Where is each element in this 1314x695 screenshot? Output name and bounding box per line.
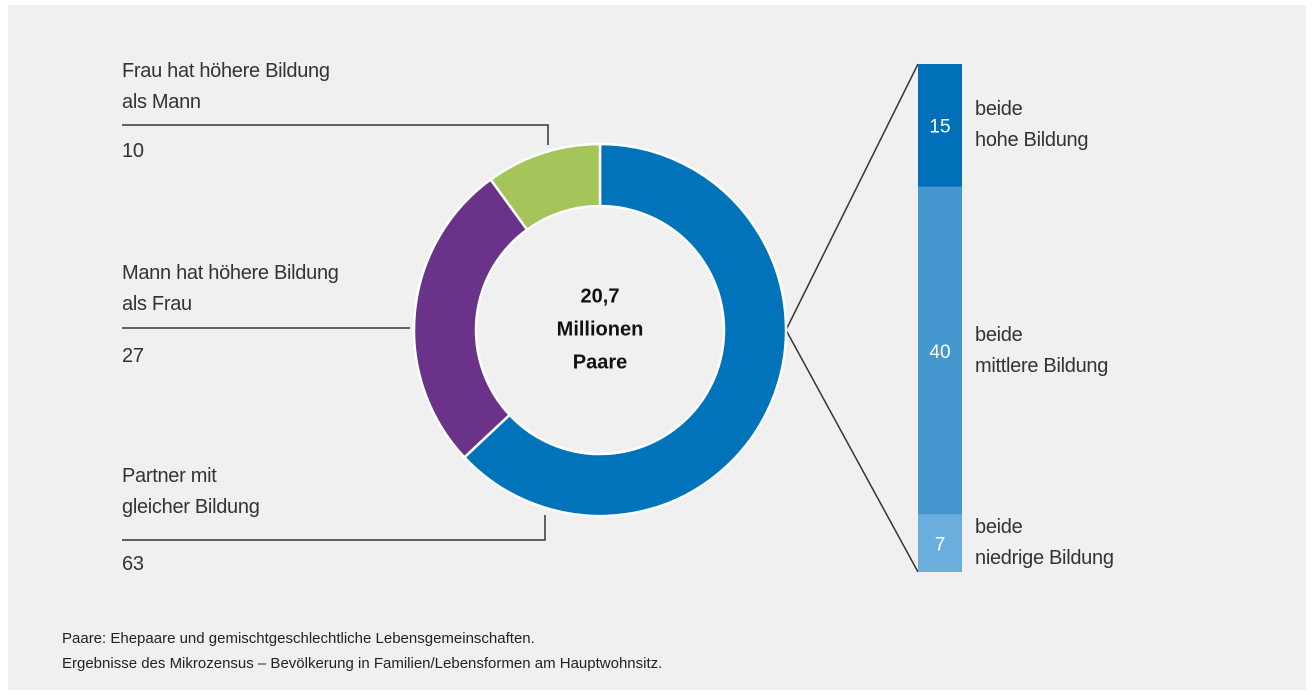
note: Paare: Ehepaare und gemischtgeschlechtli…: [62, 630, 535, 647]
donut-segment: [488, 142, 602, 232]
value-label: 27: [122, 345, 144, 367]
bar-segment: [918, 64, 962, 187]
segment-label: Frau hat höhere Bildung als Mann: [122, 60, 330, 113]
bar-segment: [918, 186, 962, 515]
leader-line: [122, 515, 546, 541]
bar-segment-label: beide mittlere Bildung: [975, 323, 1109, 377]
center-label: Millionen: [557, 318, 644, 340]
value-label: 10: [122, 140, 144, 162]
center-label: Paare: [573, 351, 628, 373]
value-label: 63: [122, 553, 144, 575]
connector-line: [785, 329, 919, 573]
leader-line: [122, 124, 549, 145]
segment-label: Mann hat höhere Bildung als Frau: [122, 262, 339, 315]
bar-segment-label: beide hohe Bildung: [975, 98, 1089, 152]
panel: [8, 5, 1306, 690]
bar-value-label: 7: [935, 534, 946, 555]
note: Ergebnisse des Mikrozensus – Bevölkerung…: [62, 655, 663, 672]
bar-segment-label: beide niedrige Bildung: [975, 516, 1114, 570]
bar-value-label: 15: [929, 116, 950, 137]
leader-lines: [122, 63, 919, 573]
donut-segment: [462, 142, 788, 518]
donut-segment: [412, 177, 529, 460]
segment-label: Partner mit gleicher Bildung: [122, 465, 260, 518]
center-label: 20,7: [581, 285, 620, 307]
bar-value-label: 40: [929, 342, 950, 363]
connector-line: [785, 63, 919, 331]
bar-segment: [918, 514, 962, 572]
